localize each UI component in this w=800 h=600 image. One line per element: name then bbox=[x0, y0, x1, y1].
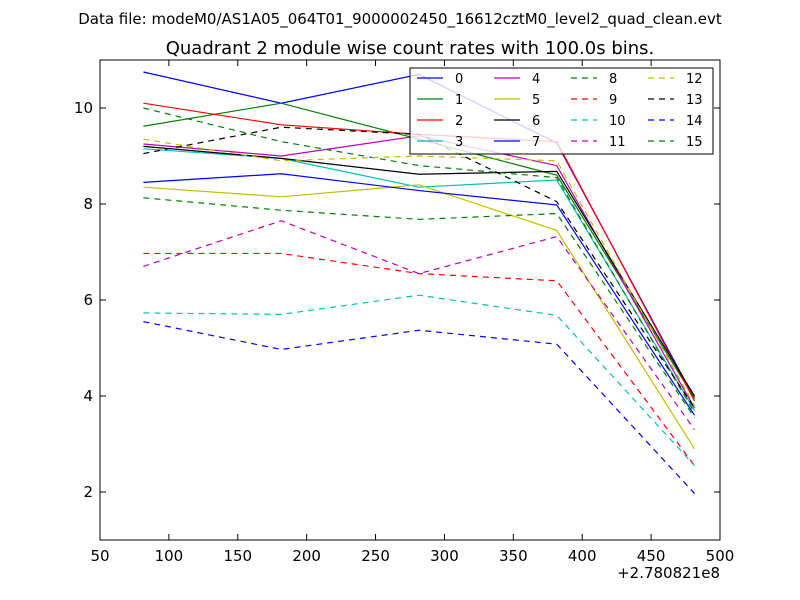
x-tick-label: 300 bbox=[430, 547, 459, 565]
y-tick-label: 10 bbox=[74, 99, 93, 117]
x-tick-label: 200 bbox=[292, 547, 321, 565]
x-tick-label: 100 bbox=[155, 547, 184, 565]
series-line-11 bbox=[143, 220, 695, 430]
legend-label-3: 3 bbox=[455, 135, 463, 150]
legend-label-8: 8 bbox=[609, 72, 617, 87]
series-line-5 bbox=[143, 184, 696, 450]
x-tick-label: 250 bbox=[361, 547, 390, 565]
x-tick-label: 400 bbox=[568, 547, 597, 565]
series-line-6 bbox=[143, 145, 696, 397]
legend-label-12: 12 bbox=[686, 72, 703, 87]
y-tick-label: 4 bbox=[83, 387, 93, 405]
legend-label-6: 6 bbox=[532, 114, 540, 129]
x-tick-label: 350 bbox=[499, 547, 528, 565]
legend-label-1: 1 bbox=[455, 93, 463, 108]
y-tick-label: 2 bbox=[83, 483, 93, 501]
legend-box bbox=[409, 67, 714, 155]
chart-suptitle: Data file: modeM0/AS1A05_064T01_90000024… bbox=[78, 10, 722, 29]
series-line-10 bbox=[143, 294, 695, 467]
legend-label-13: 13 bbox=[686, 93, 703, 108]
legend-label-10: 10 bbox=[609, 114, 626, 129]
legend-label-14: 14 bbox=[686, 114, 703, 129]
legend-label-9: 9 bbox=[609, 93, 617, 108]
series-line-9 bbox=[143, 252, 695, 466]
legend-label-15: 15 bbox=[686, 135, 703, 150]
series-line-13 bbox=[143, 126, 696, 409]
series-line-15 bbox=[143, 197, 696, 418]
x-tick-label: 450 bbox=[637, 547, 666, 565]
legend-label-5: 5 bbox=[532, 93, 540, 108]
y-tick-label: 8 bbox=[83, 195, 93, 213]
legend-label-11: 11 bbox=[609, 135, 626, 150]
x-tick-label: 50 bbox=[90, 547, 109, 565]
series-line-12 bbox=[143, 138, 696, 406]
x-tick-label: 150 bbox=[223, 547, 252, 565]
legend-label-7: 7 bbox=[532, 135, 540, 150]
legend-label-2: 2 bbox=[455, 114, 463, 129]
series-line-7 bbox=[143, 173, 696, 416]
legend-label-0: 0 bbox=[455, 72, 463, 87]
x-offset-label: +2.780821e8 bbox=[617, 564, 720, 582]
x-tick-label: 500 bbox=[706, 547, 735, 565]
series-line-3 bbox=[143, 148, 696, 411]
legend-label-4: 4 bbox=[532, 72, 540, 87]
series-line-8 bbox=[143, 107, 696, 414]
chart-title: Quadrant 2 module wise count rates with … bbox=[166, 38, 655, 59]
series-line-14 bbox=[143, 321, 695, 494]
y-tick-label: 6 bbox=[83, 291, 93, 309]
